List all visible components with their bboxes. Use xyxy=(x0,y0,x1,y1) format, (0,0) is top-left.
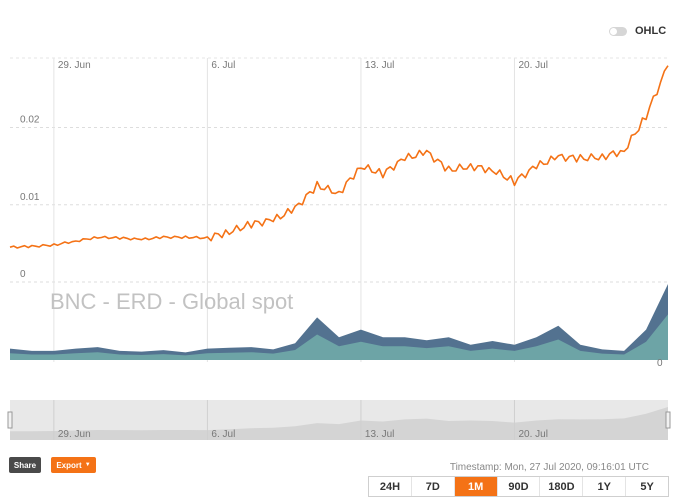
price-series-line xyxy=(9,65,669,249)
navigator-handle-left xyxy=(7,411,13,429)
timestamp: Timestamp: Mon, 27 Jul 2020, 09:16:01 UT… xyxy=(449,462,649,473)
ohlc-toggle[interactable]: OHLC xyxy=(609,25,666,37)
navigator-tick-label: 13. Jul xyxy=(365,429,394,440)
export-button[interactable]: Export ▼ xyxy=(51,457,96,473)
caret-down-icon: ▼ xyxy=(84,462,91,468)
volume-tick-label: 0 xyxy=(657,358,663,369)
volume-area-outer xyxy=(10,284,668,360)
y-tick-label: 0.01 xyxy=(20,192,40,203)
y-tick-label: 0 xyxy=(20,269,26,280)
navigator-handle-right xyxy=(665,411,671,429)
range-button-7d[interactable]: 7D xyxy=(412,477,455,496)
range-button-24h[interactable]: 24H xyxy=(369,477,412,496)
toggle-switch-icon xyxy=(609,26,627,36)
chart-watermark: BNC - ERD - Global spot xyxy=(50,289,293,314)
x-tick-label: 6. Jul xyxy=(211,60,235,71)
export-label: Export xyxy=(56,460,82,470)
share-button[interactable]: Share xyxy=(9,457,41,473)
navigator-tick-label: 20. Jul xyxy=(518,429,547,440)
ohlc-label: OHLC xyxy=(635,25,667,37)
navigator-tick-label: 29. Jun xyxy=(58,429,91,440)
x-tick-label: 29. Jun xyxy=(58,60,91,71)
x-tick-label: 13. Jul xyxy=(365,60,394,71)
navigator-tick-label: 6. Jul xyxy=(211,429,235,440)
volume-area-inner xyxy=(10,314,668,360)
navigator-series-area xyxy=(10,407,668,440)
range-button-1m[interactable]: 1M xyxy=(454,477,498,496)
y-tick-label: 0.02 xyxy=(20,115,40,126)
range-button-1y[interactable]: 1Y xyxy=(583,477,627,496)
range-button-90d[interactable]: 90D xyxy=(498,477,541,496)
x-tick-label: 20. Jul xyxy=(518,60,547,71)
range-button-5y[interactable]: 5Y xyxy=(640,480,654,493)
range-selector: 24H 7D 1M 90D 180D 1Y 5Y xyxy=(368,476,669,497)
range-button-180d[interactable]: 180D xyxy=(540,477,584,496)
